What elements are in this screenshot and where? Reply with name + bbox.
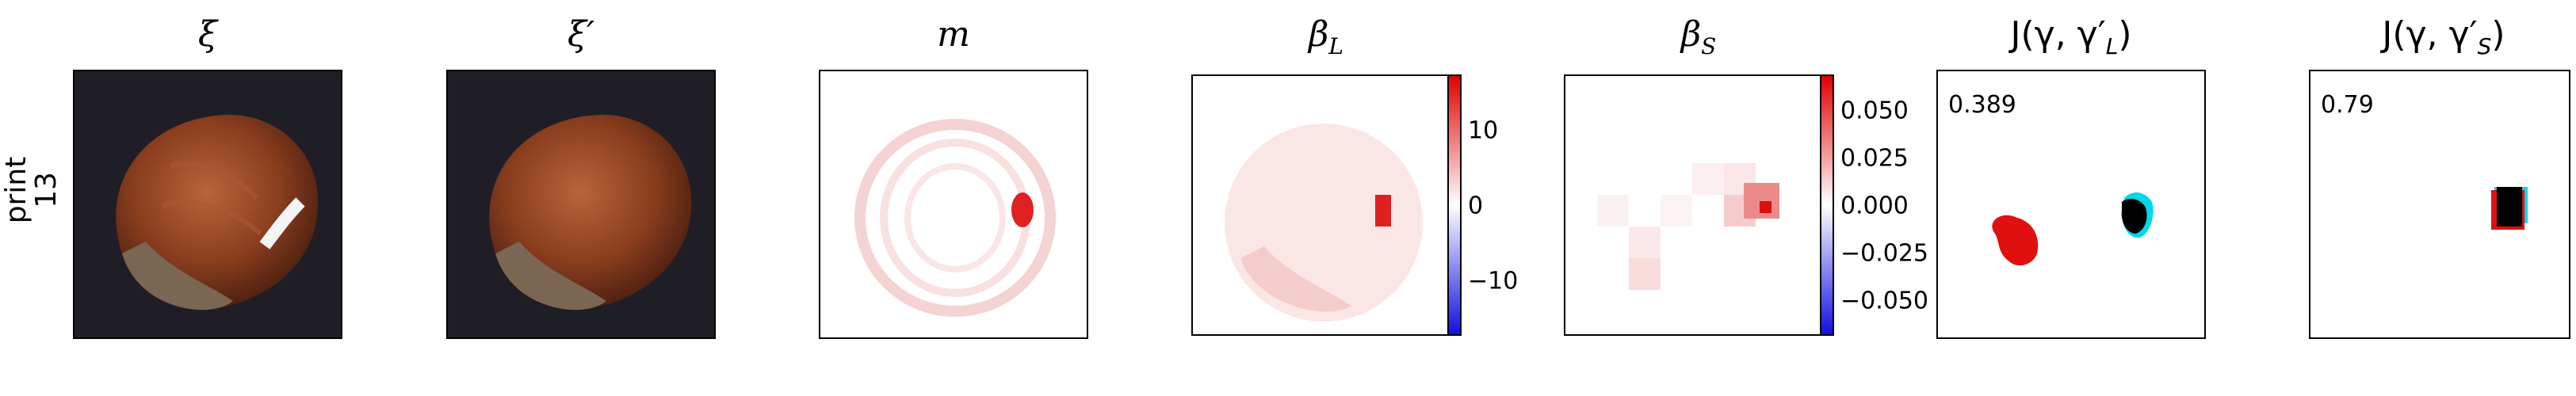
score-j-s: 0.79 <box>2321 91 2374 119</box>
image-beta-l <box>1191 74 1453 336</box>
tick-beta-s-2: 0.000 <box>1840 192 1909 220</box>
image-xi <box>73 70 342 339</box>
title-j-l: J(γ, γ′L) <box>2010 14 2132 59</box>
image-j-l <box>1936 70 2206 339</box>
tick-beta-l-0: 0 <box>1468 192 1484 220</box>
tick-beta-s-1: 0.025 <box>1840 144 1909 173</box>
title-j-s: J(γ, γ′S) <box>2382 14 2505 59</box>
title-xi: ξ <box>197 14 218 55</box>
hazelnut-image <box>116 114 319 310</box>
tick-beta-s-3: −0.025 <box>1840 239 1929 268</box>
title-beta-s: βS <box>1680 14 1717 59</box>
tick-beta-s-4: −0.050 <box>1840 287 1929 315</box>
tick-beta-l-10: 10 <box>1468 116 1499 145</box>
hazelnut-reconstruction <box>489 114 692 310</box>
row-label-line2: 13 <box>30 172 63 208</box>
tick-beta-s-0: 0.050 <box>1840 97 1909 125</box>
image-j-s <box>2309 70 2570 339</box>
overlap-map-l <box>1992 192 2154 266</box>
row-label-line1: print <box>0 156 32 224</box>
row-label: print 13 <box>0 157 73 238</box>
colorbar-beta-s <box>1820 74 1834 336</box>
image-xi-prime <box>446 70 716 339</box>
title-beta-l: βL <box>1308 14 1344 59</box>
beta-l-map <box>1225 124 1423 322</box>
title-m: m <box>937 14 970 55</box>
tick-beta-l-neg10: −10 <box>1468 267 1519 295</box>
overlap-map-s <box>2491 187 2528 230</box>
image-beta-s <box>1564 74 1825 336</box>
score-j-l: 0.389 <box>1948 91 2016 119</box>
colorbar-beta-l <box>1447 74 1462 336</box>
difference-map <box>854 119 1056 317</box>
beta-s-map <box>1597 163 1779 290</box>
image-m <box>819 70 1088 339</box>
title-xi-prime: ξ′ <box>567 14 595 55</box>
